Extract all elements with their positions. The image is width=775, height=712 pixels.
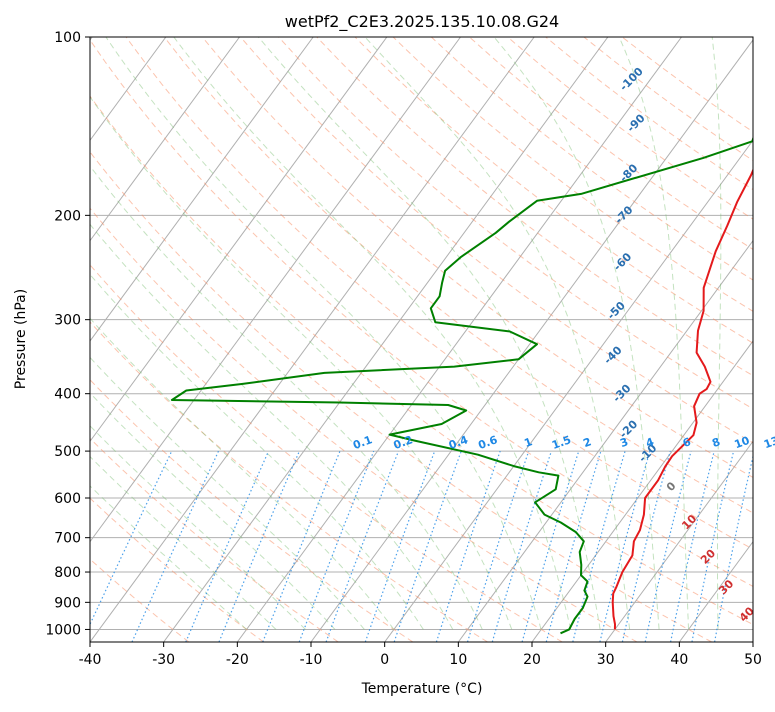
y-tick-label: 800 (54, 565, 81, 581)
x-axis-label: Temperature (°C) (361, 681, 483, 697)
y-tick-label: 700 (54, 531, 81, 547)
y-tick-label: 900 (54, 595, 81, 611)
x-tick-label: 50 (744, 652, 762, 668)
y-tick-label: 400 (54, 387, 81, 403)
x-tick-label: -40 (79, 652, 102, 668)
x-tick-label: 20 (523, 652, 541, 668)
x-tick-label: 30 (597, 652, 615, 668)
x-tick-label: -20 (226, 652, 249, 668)
y-tick-label: 600 (54, 491, 81, 507)
x-tick-label: 0 (380, 652, 389, 668)
x-tick-label: -10 (300, 652, 323, 668)
y-tick-label: 300 (54, 313, 81, 329)
x-tick-label: 40 (670, 652, 688, 668)
chart-title: wetPf2_C2E3.2025.135.10.08.G24 (285, 12, 559, 32)
x-tick-label: -30 (152, 652, 175, 668)
y-tick-label: 100 (54, 30, 81, 46)
y-tick-label: 200 (54, 208, 81, 224)
y-tick-label: 1000 (45, 622, 81, 638)
y-tick-label: 500 (54, 444, 81, 460)
x-tick-label: 10 (449, 652, 467, 668)
y-axis-label: Pressure (hPa) (13, 289, 29, 389)
